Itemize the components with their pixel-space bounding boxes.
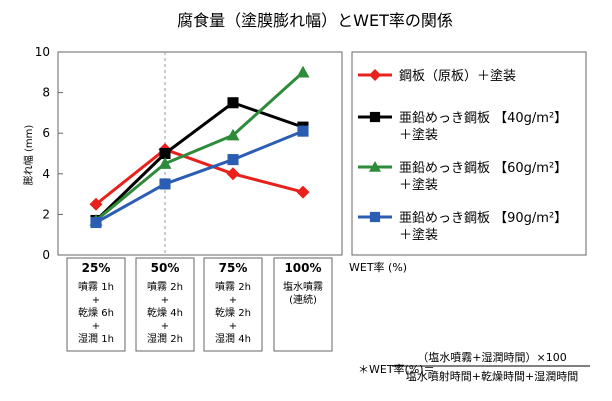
- y-tick-label: 6: [42, 126, 50, 140]
- series-line: [95, 129, 304, 224]
- series-1: [89, 142, 310, 211]
- data-point-triangle: [296, 65, 310, 78]
- legend-label: ＋塗装: [399, 177, 438, 193]
- data-point-square: [369, 211, 381, 223]
- formula-numerator: （塩水噴霧+湿潤時間）×100: [417, 350, 566, 364]
- condition-text: 塩水噴霧: [283, 280, 323, 293]
- data-point-square: [369, 111, 381, 123]
- condition-text: +: [229, 295, 237, 306]
- data-point-square: [227, 97, 239, 109]
- legend-entry: 亜鉛めっき鋼板 【40g/m²】＋塗装: [358, 111, 567, 143]
- legend-entry: 亜鉛めっき鋼板 【90g/m²】＋塗装: [358, 211, 567, 243]
- y-axis-ticks: 0 2 4 6 8 10: [35, 45, 63, 262]
- series-4: [90, 125, 309, 229]
- plot-area: [57, 51, 343, 256]
- legend-entry: 鋼板（原板）＋塗装: [358, 68, 516, 84]
- condition-box-border: [66, 257, 126, 352]
- legend-label: ＋塗装: [399, 227, 438, 243]
- y-tick-label: 8: [42, 86, 50, 100]
- y-tick-label: 4: [42, 167, 50, 181]
- y-axis-label: 膨れ幅 (mm): [22, 125, 35, 186]
- legend-label: 鋼板（原板）＋塗装: [399, 68, 516, 84]
- legend-label: ＋塗装: [399, 127, 438, 143]
- data-point-diamond: [369, 69, 381, 81]
- legend-box: [351, 51, 587, 256]
- series-line: [94, 101, 304, 222]
- legend-label: 亜鉛めっき鋼板 【40g/m²】: [399, 111, 567, 126]
- y-tick-label: 10: [35, 45, 50, 59]
- series-line: [95, 71, 305, 222]
- x-tick-label: 100%: [284, 261, 321, 275]
- legend-label: 亜鉛めっき鋼板 【90g/m²】: [399, 211, 567, 226]
- series-3: [89, 65, 310, 226]
- plot-border: [57, 51, 343, 256]
- condition-box-border: [203, 257, 263, 352]
- condition-text: 噴霧 1h: [78, 281, 114, 293]
- condition-text: 湿潤 4h: [215, 333, 251, 345]
- condition-box: 50%噴霧 2h+乾燥 4h+湿潤 2h: [135, 257, 195, 352]
- data-point-square: [159, 147, 171, 160]
- condition-text: 乾燥 2h: [215, 306, 251, 319]
- x-tick-label: 75%: [219, 261, 248, 275]
- data-point-triangle: [226, 128, 240, 141]
- y-tick-label: 0: [42, 248, 50, 262]
- condition-text: 湿潤 2h: [147, 333, 183, 345]
- series-line: [95, 147, 304, 206]
- x-axis-label: WET率 (%): [349, 260, 407, 274]
- x-tick-label: 50%: [151, 261, 180, 275]
- legend-label: 亜鉛めっき鋼板 【60g/m²】: [399, 161, 567, 176]
- data-point-square: [90, 216, 102, 229]
- data-point-square: [227, 154, 239, 166]
- condition-text: +: [161, 321, 169, 332]
- condition-box-border: [135, 257, 195, 352]
- data-point-square: [297, 125, 309, 137]
- wet-rate-formula: ＊WET率(%)＝ （塩水噴霧+湿潤時間）×100 塩水噴射時間+乾燥時間+湿潤…: [358, 350, 590, 383]
- condition-text: (連続): [289, 293, 317, 306]
- condition-text: 噴霧 2h: [147, 281, 183, 293]
- condition-text: 噴霧 2h: [215, 281, 251, 293]
- legend-entry: 亜鉛めっき鋼板 【60g/m²】＋塗装: [358, 161, 567, 193]
- data-point-triangle: [369, 161, 381, 172]
- condition-text: +: [92, 295, 100, 306]
- y-tick-label: 2: [42, 207, 50, 221]
- condition-box: 75%噴霧 2h+乾燥 2h+湿潤 4h: [203, 257, 263, 352]
- formula-denominator: 塩水噴射時間+乾燥時間+湿潤時間: [406, 369, 578, 383]
- series-layer: [89, 65, 310, 229]
- data-point-diamond: [296, 185, 310, 199]
- condition-text: +: [161, 295, 169, 306]
- chart-title: 腐食量（塗膜膨れ幅）とWET率の関係: [177, 11, 453, 30]
- condition-text: 乾燥 4h: [147, 306, 183, 319]
- condition-text: +: [92, 321, 100, 332]
- condition-box-border: [273, 257, 333, 352]
- condition-box: 100% 塩水噴霧(連続): [273, 257, 333, 352]
- data-point-square: [159, 178, 171, 190]
- condition-text: +: [229, 321, 237, 332]
- x-tick-label: 25%: [82, 261, 111, 275]
- data-point-triangle: [158, 157, 172, 169]
- condition-text: 乾燥 6h: [78, 306, 114, 319]
- data-point-diamond: [226, 167, 240, 181]
- data-point-diamond: [89, 197, 103, 211]
- condition-text: 湿潤 1h: [78, 333, 114, 345]
- condition-box: 25%噴霧 1h+乾燥 6h+湿潤 1h: [66, 257, 126, 352]
